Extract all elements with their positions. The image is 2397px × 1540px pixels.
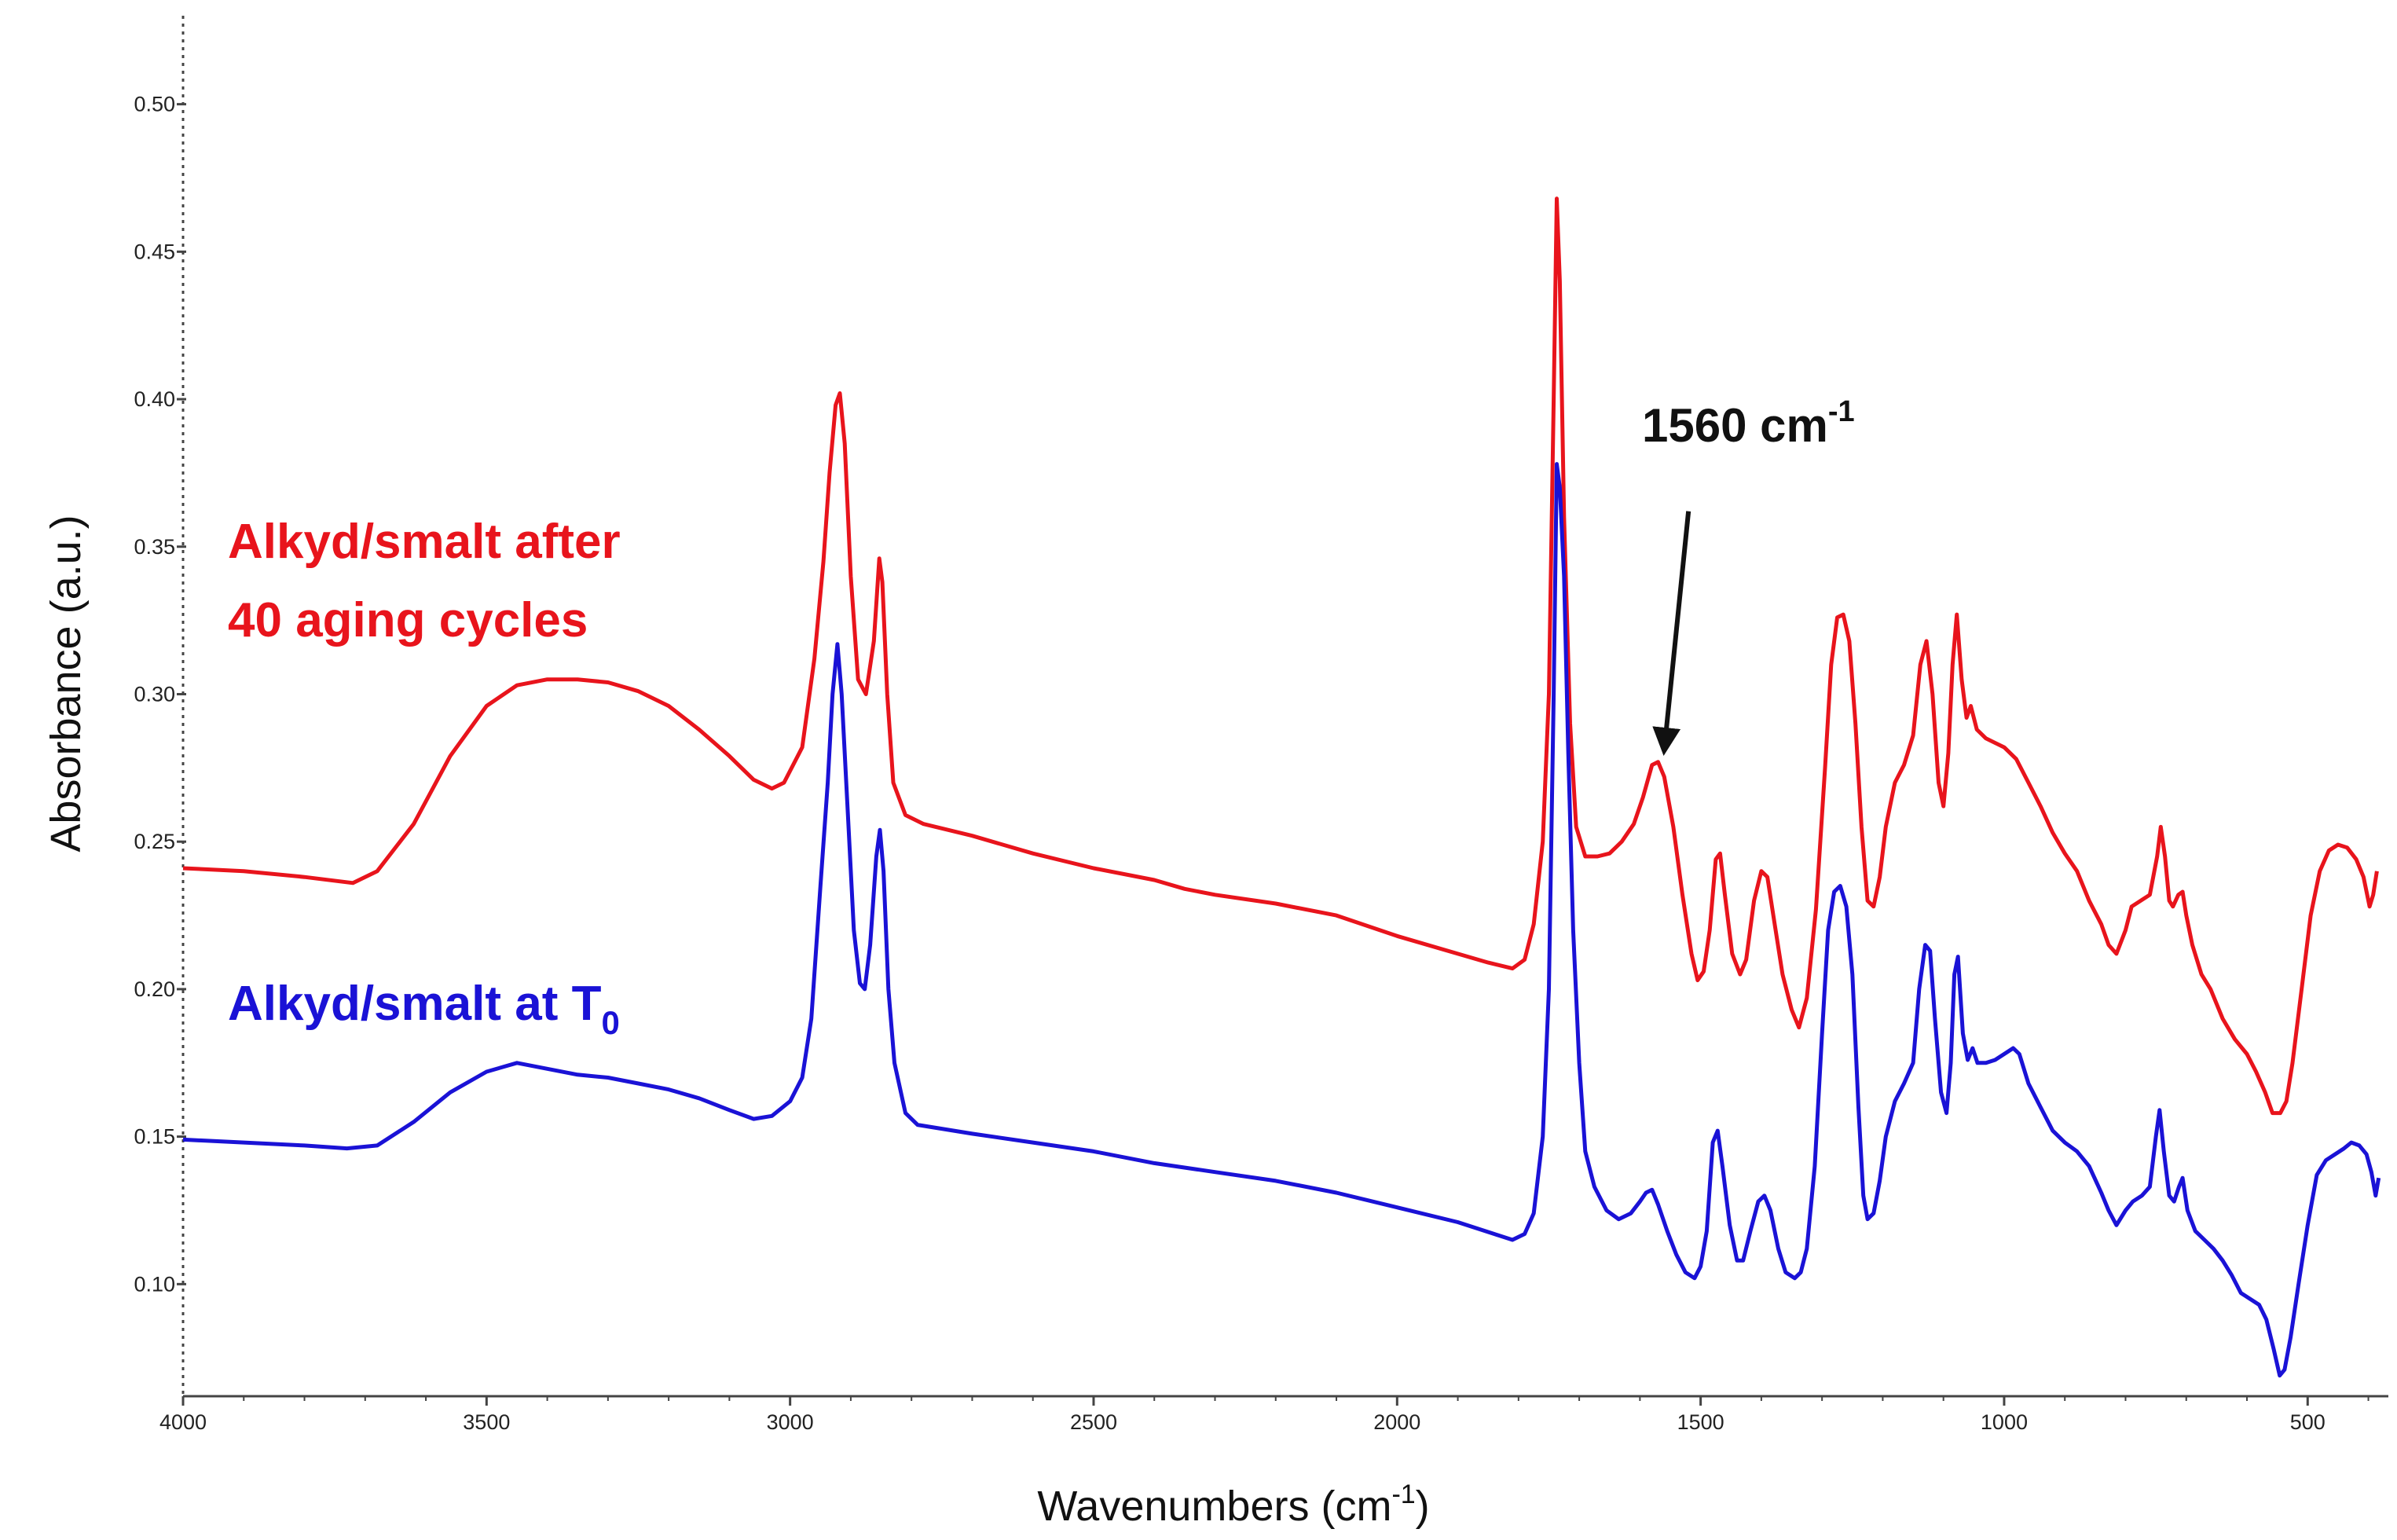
peak-annotation-sup: -1 — [1828, 395, 1855, 428]
x-tick-label: 3500 — [463, 1410, 510, 1434]
x-tick-label: 2500 — [1070, 1410, 1117, 1434]
y-tick-label: 0.10 — [134, 1272, 175, 1296]
series-aged-label-line1: Alkyd/smalt after — [228, 515, 621, 569]
peak-annotation-main: 1560 cm — [1642, 399, 1828, 452]
series-t0-line — [182, 462, 2381, 1378]
y-tick-label: 0.30 — [134, 682, 175, 706]
y-tick-label: 0.45 — [134, 240, 175, 263]
y-tick-label: 0.15 — [134, 1125, 175, 1149]
series-aged-label-line2: 40 aging cycles — [228, 593, 588, 647]
series-t0-label: Alkyd/smalt at T0 — [228, 977, 620, 1041]
peak-annotation-arrow — [1652, 511, 1691, 756]
x-axis-label-close: ) — [1416, 1483, 1430, 1530]
y-tick-label: 0.35 — [134, 535, 175, 559]
x-tick-label: 2000 — [1373, 1410, 1420, 1434]
x-axis-ticks: 4000 3500 3000 2500 2000 1500 1000 500 — [159, 1396, 2370, 1434]
y-axis-ticks: 0.10 0.15 0.20 0.25 0.30 0.35 0.40 0.45 0.50 — [134, 93, 186, 1296]
y-tick-label: 0.40 — [134, 387, 175, 411]
series-aged-line — [182, 196, 2379, 1116]
x-tick-label: 1000 — [1981, 1410, 2028, 1434]
series-t0-label-main: Alkyd/smalt at T — [228, 977, 602, 1031]
y-tick-label: 0.50 — [134, 93, 175, 116]
x-axis-label-sup: -1 — [1391, 1480, 1415, 1509]
x-tick-label: 3000 — [767, 1410, 814, 1434]
y-axis-label: Absorbance (a.u.) — [42, 515, 90, 852]
x-tick-label: 500 — [2290, 1410, 2326, 1434]
series-t0-label-sub: 0 — [601, 1004, 619, 1041]
x-tick-label: 1500 — [1677, 1410, 1724, 1434]
y-tick-label: 0.20 — [134, 977, 175, 1001]
x-axis-label-main: Wavenumbers (cm — [1037, 1483, 1391, 1530]
x-tick-label: 4000 — [159, 1410, 207, 1434]
y-tick-label: 0.25 — [134, 830, 175, 853]
x-axis-label: Wavenumbers (cm-1) — [1037, 1480, 1429, 1530]
peak-annotation-label: 1560 cm-1 — [1642, 395, 1855, 452]
